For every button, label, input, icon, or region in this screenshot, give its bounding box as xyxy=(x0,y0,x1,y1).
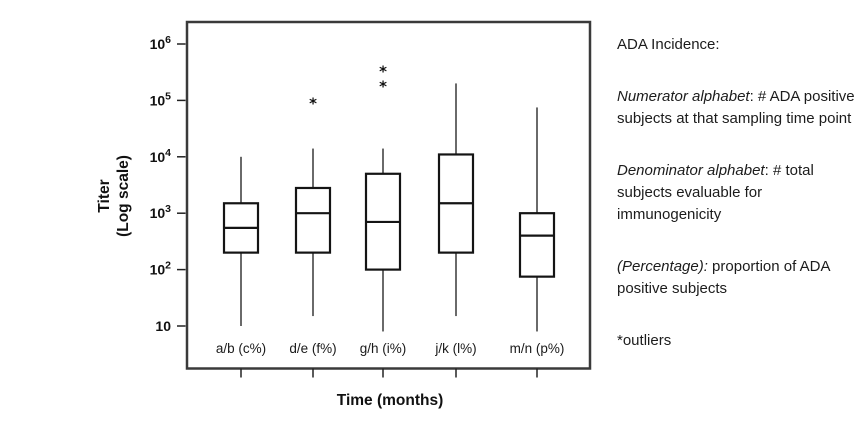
box-plot-4: j/k (l%) xyxy=(434,83,477,378)
x-axis-title: Time (months) xyxy=(336,392,444,409)
box-plot-3: ** g/h (i%) xyxy=(360,62,407,378)
y-tick-label: 103 xyxy=(150,203,172,221)
annotation-percentage-rest: proportion of ADA positive subjects xyxy=(617,258,834,297)
annotation-denominator-lead: Denominator alphabet xyxy=(617,162,765,179)
annotation-denominator: Denominator alphabet: # total subjects e… xyxy=(617,160,855,226)
outlier-marker: * xyxy=(379,62,387,80)
category-label: j/k (l%) xyxy=(434,341,476,356)
annotation-percentage-lead: (Percentage): xyxy=(617,258,708,275)
category-label: m/n (p%) xyxy=(510,341,565,356)
plot-frame xyxy=(185,20,592,370)
y-tick-label: 102 xyxy=(150,260,172,278)
iqr-box xyxy=(518,212,556,278)
outlier-marker: * xyxy=(379,77,387,95)
box-plot-1: a/b (c%) xyxy=(216,156,266,378)
annotation-numerator: Numerator alphabet: # ADA positive subje… xyxy=(617,86,855,130)
annotation-denominator-rest: : # total subjects evaluable for immunog… xyxy=(617,162,818,223)
y-tick-label: 106 xyxy=(150,34,172,52)
annotation-percentage: (Percentage): proportion of ADA positive… xyxy=(617,256,855,300)
annotation-numerator-lead: Numerator alphabet xyxy=(617,88,750,105)
category-label: d/e (f%) xyxy=(289,341,336,356)
annotation-numerator-rest: : # ADA positive subjects at that sampli… xyxy=(617,88,855,127)
iqr-box xyxy=(294,186,332,254)
y-tick-label: 105 xyxy=(150,90,172,108)
annotation-outliers-note: *outliers xyxy=(617,332,672,349)
y-tick-label: 10 xyxy=(155,318,171,334)
box-plot-5: m/n (p%) xyxy=(510,107,565,378)
y-tick-label: 104 xyxy=(150,147,172,165)
annotation-title: ADA Incidence: xyxy=(617,36,720,53)
category-label: a/b (c%) xyxy=(216,341,266,356)
category-label: g/h (i%) xyxy=(360,341,407,356)
annotation-panel: ADA Incidence: Numerator alphabet: # ADA… xyxy=(617,34,855,352)
outlier-marker: * xyxy=(309,94,317,112)
box-plot-2: * d/e (f%) xyxy=(289,94,337,378)
